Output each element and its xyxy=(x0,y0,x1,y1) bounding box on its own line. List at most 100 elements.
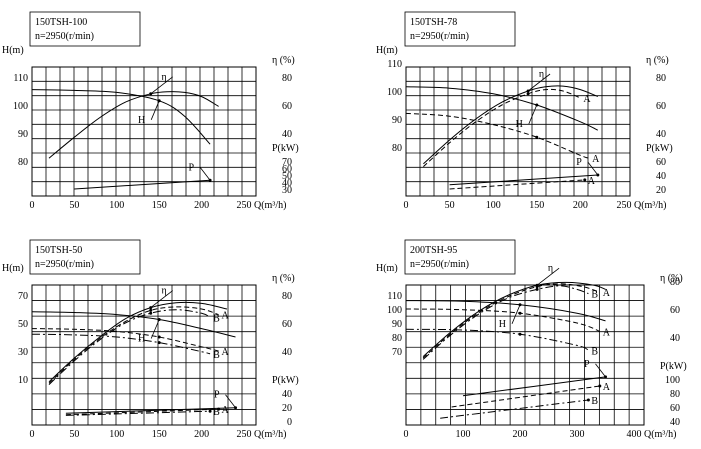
p-tick-label: 60 xyxy=(656,157,666,168)
head-curve-a xyxy=(31,328,219,352)
eta-tick-label: 80 xyxy=(282,73,292,84)
plot-frame xyxy=(405,66,631,197)
leader-H xyxy=(511,304,521,324)
p-tick-label: 80 xyxy=(670,389,680,400)
eta-tick-label: 40 xyxy=(282,347,292,358)
chart-150tsh-78: 150TSH-78 n=2950(r/min) 0 50 100 150 200 250 Q(m… xyxy=(376,11,673,211)
eta-tick-label: 40 xyxy=(670,333,680,344)
grid xyxy=(31,66,257,197)
x-tick-label: 100 xyxy=(486,200,501,211)
eta-axis-label: η (%) xyxy=(646,55,669,66)
p-tick-label: 40 xyxy=(282,389,292,400)
head-curve-b-point xyxy=(157,341,161,345)
p-axis-label: P(kW) xyxy=(272,143,299,154)
p-tick-label: 20 xyxy=(656,185,666,196)
chart-speed: n=2950(r/min) xyxy=(410,31,469,42)
variant-label-a: A xyxy=(222,311,230,322)
h-tick-label: 100 xyxy=(387,87,402,98)
x-tick-label: 250 xyxy=(237,429,252,440)
h-tick-label: 90 xyxy=(392,115,402,126)
variant-label-a: A xyxy=(588,176,596,187)
leader-H xyxy=(150,319,160,339)
h-tick-label: 80 xyxy=(392,143,402,154)
leader-H xyxy=(150,100,160,120)
p-axis-label: P(kW) xyxy=(272,375,299,386)
power-curve xyxy=(74,179,211,190)
eta-tick-label: 60 xyxy=(656,101,666,112)
curve-label-H: H xyxy=(138,334,145,345)
plot-frame xyxy=(31,284,257,426)
variant-label-a: A xyxy=(592,154,600,165)
head-curve-b-point xyxy=(518,332,522,336)
variant-label-b: B xyxy=(213,350,220,361)
eta-tick-label: 60 xyxy=(282,101,292,112)
chart-title: 150TSH-100 xyxy=(35,17,87,28)
eta-axis-label: η (%) xyxy=(272,55,295,66)
p-tick-label: 50 xyxy=(282,171,292,182)
p-tick-label: 40 xyxy=(282,178,292,189)
eta-tick-label: 40 xyxy=(656,129,666,140)
efficiency-curve-b-point xyxy=(149,311,153,315)
curve-label-eta: η xyxy=(539,69,544,80)
leader-P xyxy=(595,363,606,378)
x-tick-label: 0 xyxy=(404,200,409,211)
variant-label-a: A xyxy=(583,94,591,105)
chart-speed: n=2950(r/min) xyxy=(410,259,469,270)
power-curve-b xyxy=(65,410,211,416)
h-tick-label: 70 xyxy=(392,347,402,358)
p-tick-label: 20 xyxy=(282,403,292,414)
plot-frame xyxy=(31,66,257,197)
efficiency-curve-b xyxy=(48,309,211,385)
chart-150tsh-100: 150TSH-100 n=2950(r/min) 0 50 100 150 200 250 Q(… xyxy=(2,11,299,211)
h-tick-label: 30 xyxy=(18,347,28,358)
h-tick-label: 100 xyxy=(13,101,28,112)
x-tick-label: 0 xyxy=(30,429,35,440)
curve-label-eta: η xyxy=(161,72,166,83)
leader-eta xyxy=(150,76,173,95)
plot-frame xyxy=(405,284,645,426)
power-curve-a xyxy=(451,385,600,408)
variant-label-b: B xyxy=(213,407,220,418)
x-tick-label: 50 xyxy=(69,429,79,440)
h-tick-label: 110 xyxy=(387,59,402,70)
x-tick-label: 200 xyxy=(513,429,528,440)
curve-label-H: H xyxy=(516,119,523,130)
curve-label-P: P xyxy=(584,359,590,370)
grid xyxy=(31,284,257,426)
title-box xyxy=(29,11,141,47)
eta-tick-label: 80 xyxy=(282,291,292,302)
variant-label-a: A xyxy=(603,327,611,338)
grid xyxy=(405,284,645,426)
leader-eta xyxy=(150,290,173,308)
head-curve xyxy=(31,89,211,145)
x-tick-label: 150 xyxy=(152,200,167,211)
efficiency-curve xyxy=(422,281,606,357)
efficiency-curve-a xyxy=(48,306,219,384)
variant-label-b: B xyxy=(591,396,598,407)
p-tick-label: 40 xyxy=(656,171,666,182)
leader-P xyxy=(199,167,211,181)
p-tick-label: 60 xyxy=(282,164,292,175)
h-tick-label: 10 xyxy=(18,375,28,386)
curve-label-P: P xyxy=(576,157,582,168)
h-axis-label: H(m) xyxy=(2,263,24,274)
power-curve xyxy=(65,407,236,414)
power-curve xyxy=(449,174,598,186)
eta-tick-label: 80 xyxy=(670,277,680,288)
leader-P xyxy=(587,161,599,176)
p-tick-label: 30 xyxy=(282,185,292,196)
curve-label-eta: η xyxy=(548,263,553,274)
h-tick-label: 90 xyxy=(18,129,28,140)
eta-axis-label: η (%) xyxy=(660,273,683,284)
chart-title: 200TSH-95 xyxy=(410,245,457,256)
power-curve-b xyxy=(440,399,589,419)
chart-speed: n=2950(r/min) xyxy=(35,31,94,42)
h-tick-label: 100 xyxy=(387,305,402,316)
head-curve-a-point xyxy=(518,311,522,315)
chart-title: 150TSH-78 xyxy=(410,17,457,28)
x-axis-label: Q(m³/h) xyxy=(644,429,676,440)
curve-label-eta: η xyxy=(161,286,166,297)
efficiency-curve-b-point xyxy=(535,287,539,291)
variant-label-b: B xyxy=(591,346,598,357)
